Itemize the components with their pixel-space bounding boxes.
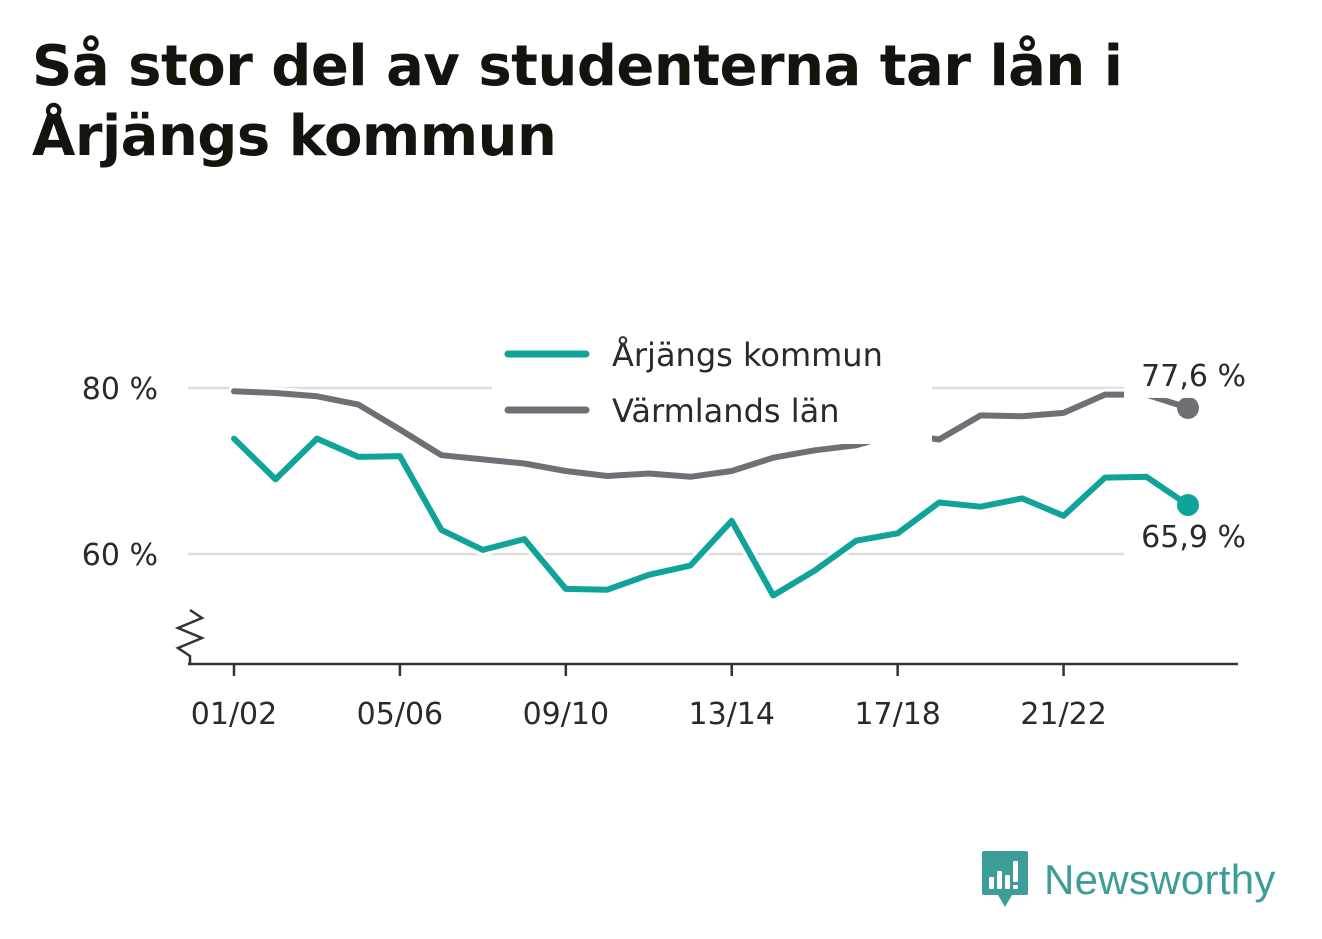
newsworthy-logo: Newsworthy <box>980 848 1276 912</box>
end-value-label: 77,6 % <box>1141 359 1246 394</box>
newsworthy-logo-icon <box>982 851 1028 907</box>
x-tick-label: 09/10 <box>523 697 609 732</box>
series-end-marker <box>1177 396 1199 419</box>
y-tick-label: 60 % <box>82 538 158 573</box>
series-line-Värmlands län <box>231 388 1191 480</box>
axis-break-icon <box>174 608 206 664</box>
value-label-background <box>1124 361 1250 398</box>
y-tick-label: 80 % <box>82 372 158 407</box>
legend-background <box>492 326 932 444</box>
legend-label: Årjängs kommun <box>612 336 883 374</box>
series-end-marker <box>1177 494 1199 517</box>
x-tick-label: 21/22 <box>1020 697 1106 732</box>
legend-label: Värmlands län <box>612 392 840 430</box>
chart-title: Så stor del av studenterna tar lån i Årj… <box>32 34 1123 169</box>
legend: Årjängs kommun Värmlands län <box>492 326 932 444</box>
end-value-label: 65,9 % <box>1141 520 1246 555</box>
x-tick-label: 05/06 <box>357 697 443 732</box>
x-tick-label: 13/14 <box>689 697 775 732</box>
value-label-background <box>1124 521 1250 558</box>
x-tick-label: 01/02 <box>191 697 277 732</box>
newsworthy-logo-text: Newsworthy <box>1044 856 1276 903</box>
x-tick-label: 17/18 <box>854 697 940 732</box>
series-line-Årjängs kommun <box>231 435 1191 599</box>
axes: 60 % 80 % 01/02 05/06 09/10 13/14 17/18 21/22 <box>82 372 1238 732</box>
series-lines <box>231 388 1199 599</box>
series-halo <box>228 432 1194 602</box>
value-labels: 65,9 % 77,6 % <box>1124 359 1250 558</box>
